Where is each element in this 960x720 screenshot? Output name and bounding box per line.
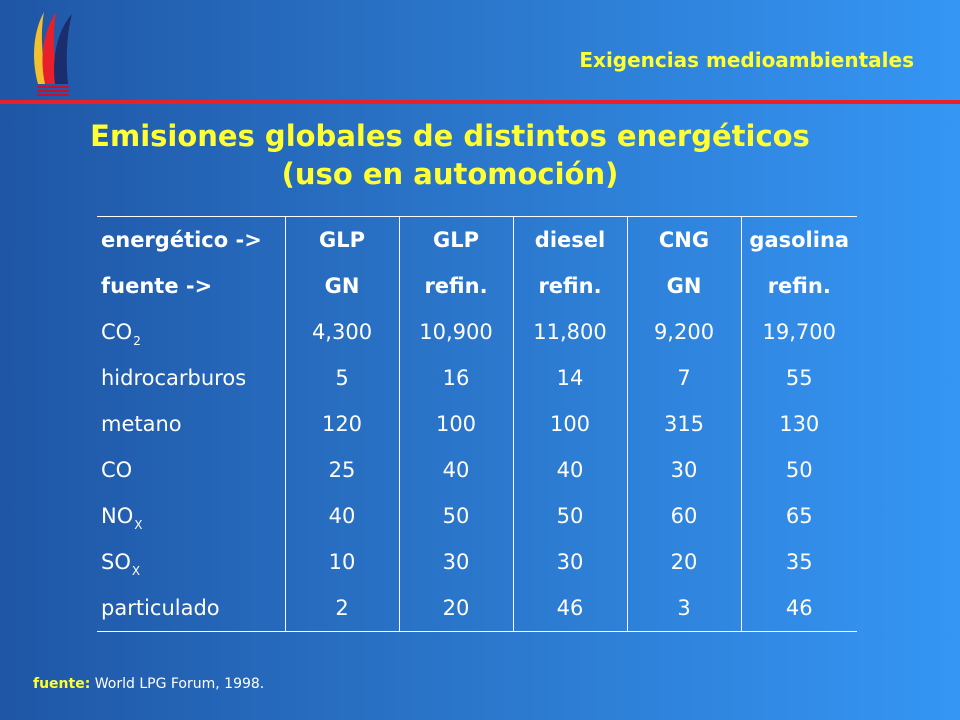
table-header-row: energético -> GLP GLP diesel CNG gasolina [97,216,857,263]
source-label: fuente: [33,676,91,692]
row-label: CO2 [97,309,285,355]
section-title: Exigencias medioambientales [579,48,914,72]
table-row: metano 120 100 100 315 130 [97,401,857,447]
table-cell: 100 [398,401,513,447]
table-header-cell: refin. [512,263,627,309]
table-cell: 5 [284,355,399,401]
table-cell: 65 [740,493,857,539]
header-divider [0,100,960,104]
table-cell: 46 [740,585,857,632]
table-header-cell: GLP [284,216,399,263]
row-label-subscript: X [131,564,141,578]
table-cell: 3 [626,585,741,632]
table-cell: 130 [740,401,857,447]
row-label-subscript: X [134,518,143,532]
table-header-cell: GN [626,263,741,309]
table-cell: 35 [740,539,857,585]
row-label-text: hidrocarburos [101,366,247,390]
table-cell: 50 [398,493,513,539]
table-cell: 7 [626,355,741,401]
table-header-cell: refin. [740,263,857,309]
table-cell: 50 [740,447,857,493]
row-label-text: CO [101,320,133,344]
slide-title-line-2: (uso en automoción) [281,157,619,191]
table-cell: 10,900 [398,309,513,355]
table-row: NOX 40 50 50 60 65 [97,493,857,539]
row-label: NOX [97,493,285,539]
table-cell: 14 [512,355,627,401]
table-row: particulado 2 20 46 3 46 [97,585,857,632]
table-header-cell: energético -> [97,216,285,263]
row-label: metano [97,401,285,447]
table-cell: 25 [284,447,399,493]
table-cell: 40 [398,447,513,493]
table-cell: 11,800 [512,309,627,355]
row-label-text: SO [101,550,131,574]
row-label-text: metano [101,412,182,436]
row-label-subscript: 2 [133,334,141,348]
table-header-cell: refin. [398,263,513,309]
table-header-cell: diesel [512,216,627,263]
table-cell: 30 [398,539,513,585]
table-cell: 19,700 [740,309,857,355]
table-cell: 46 [512,585,627,632]
table-cell: 315 [626,401,741,447]
row-label-text: particulado [101,596,220,620]
table-header-row: fuente -> GN refin. refin. GN refin. [97,263,857,309]
table-cell: 16 [398,355,513,401]
table-cell: 100 [512,401,627,447]
row-label-text: CO [101,458,133,482]
table-row: SOX 10 30 30 20 35 [97,539,857,585]
row-label: hidrocarburos [97,355,285,401]
table-header-cell: gasolina [740,216,857,263]
table-row: hidrocarburos 5 16 14 7 55 [97,355,857,401]
row-label-text: NO [101,504,134,528]
emissions-table: energético -> GLP GLP diesel CNG gasolina fuen… [97,216,857,632]
table-cell: 2 [284,585,399,632]
table-cell: 30 [512,539,627,585]
table-cell: 10 [284,539,399,585]
table-header-cell: CNG [626,216,741,263]
row-label: particulado [97,585,285,632]
row-label: CO [97,447,285,493]
source-footnote: fuente: World LPG Forum, 1998. [33,676,264,692]
table-header-cell: GN [284,263,399,309]
table-row: CO 25 40 40 30 50 [97,447,857,493]
table-cell: 20 [626,539,741,585]
source-text: World LPG Forum, 1998. [94,676,265,692]
table-cell: 40 [284,493,399,539]
table-header-cell: GLP [398,216,513,263]
table-cell: 40 [512,447,627,493]
table-cell: 120 [284,401,399,447]
table-cell: 55 [740,355,857,401]
table-header-cell: fuente -> [101,274,213,298]
table-row: CO2 4,300 10,900 11,800 9,200 19,700 [97,309,857,355]
flame-stripes-logo-icon [34,12,72,96]
table-cell: 50 [512,493,627,539]
row-label: SOX [97,539,285,585]
table-cell: 60 [626,493,741,539]
table-cell: 30 [626,447,741,493]
table-cell: 9,200 [626,309,741,355]
table-cell: 20 [398,585,513,632]
table-cell: 4,300 [284,309,399,355]
slide-title-line-1: Emisiones globales de distintos energéti… [90,119,810,153]
